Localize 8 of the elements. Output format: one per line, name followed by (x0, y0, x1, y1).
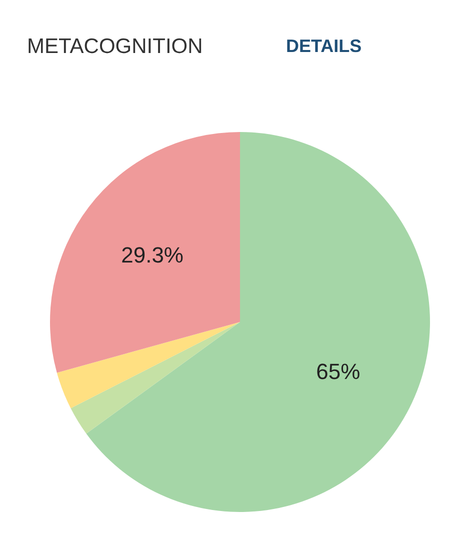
pie-slice (70, 322, 240, 434)
pie-slice (56, 322, 240, 408)
pie-slice (50, 132, 240, 373)
text: DETAILS (286, 36, 362, 56)
pie-slice (86, 132, 430, 512)
data-label: 65% (316, 359, 360, 384)
chart-title: METACOGNITION (27, 35, 203, 58)
data-label: 29.3% (121, 242, 184, 268)
